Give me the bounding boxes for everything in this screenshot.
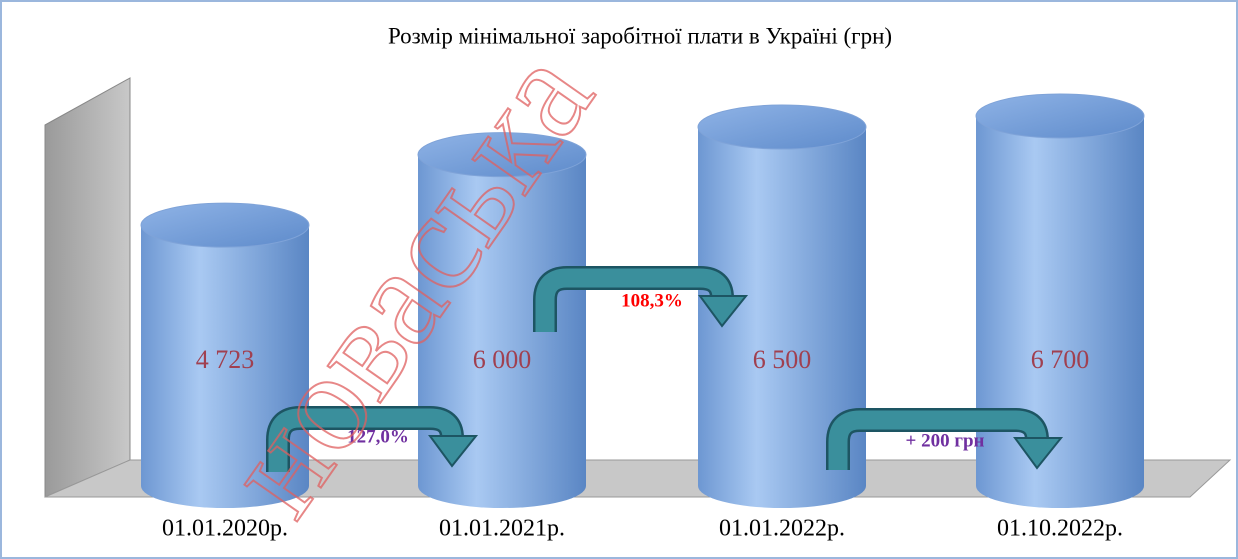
arrow xyxy=(535,268,732,332)
chart-title: Розмір мінімальної заробітної плати в Ук… xyxy=(388,23,892,48)
value-label: 6 700 xyxy=(1031,345,1090,374)
cylinder xyxy=(976,116,1144,508)
value-label: 4 723 xyxy=(196,345,255,374)
arrow-head xyxy=(698,295,749,328)
x-tick-label: 01.01.2020р. xyxy=(162,516,288,542)
annotation: 127,0% xyxy=(347,426,409,447)
cylinder-top xyxy=(697,104,867,150)
annotation: 108,3% xyxy=(621,290,683,311)
value-label: 6 000 xyxy=(473,345,532,374)
arrow xyxy=(268,408,462,472)
arrow-head xyxy=(428,435,479,468)
x-tick-label: 01.10.2022р. xyxy=(997,516,1123,542)
cylinder xyxy=(698,127,866,509)
arrow xyxy=(828,410,1047,470)
cylinder-top xyxy=(417,132,587,178)
cylinder-top xyxy=(975,93,1145,139)
cylinder-top xyxy=(140,202,310,248)
x-tick-label: 01.01.2022р. xyxy=(719,516,845,542)
value-label: 6 500 xyxy=(753,345,812,374)
cylinder xyxy=(418,154,586,508)
arrow-head xyxy=(1013,437,1064,470)
annotation: + 200 грн xyxy=(906,430,985,451)
x-tick-label: 01.01.2021р. xyxy=(439,516,565,542)
arrows: 127,0% 108,3% + 200 грн xyxy=(266,266,1064,472)
back-wall xyxy=(44,77,131,498)
